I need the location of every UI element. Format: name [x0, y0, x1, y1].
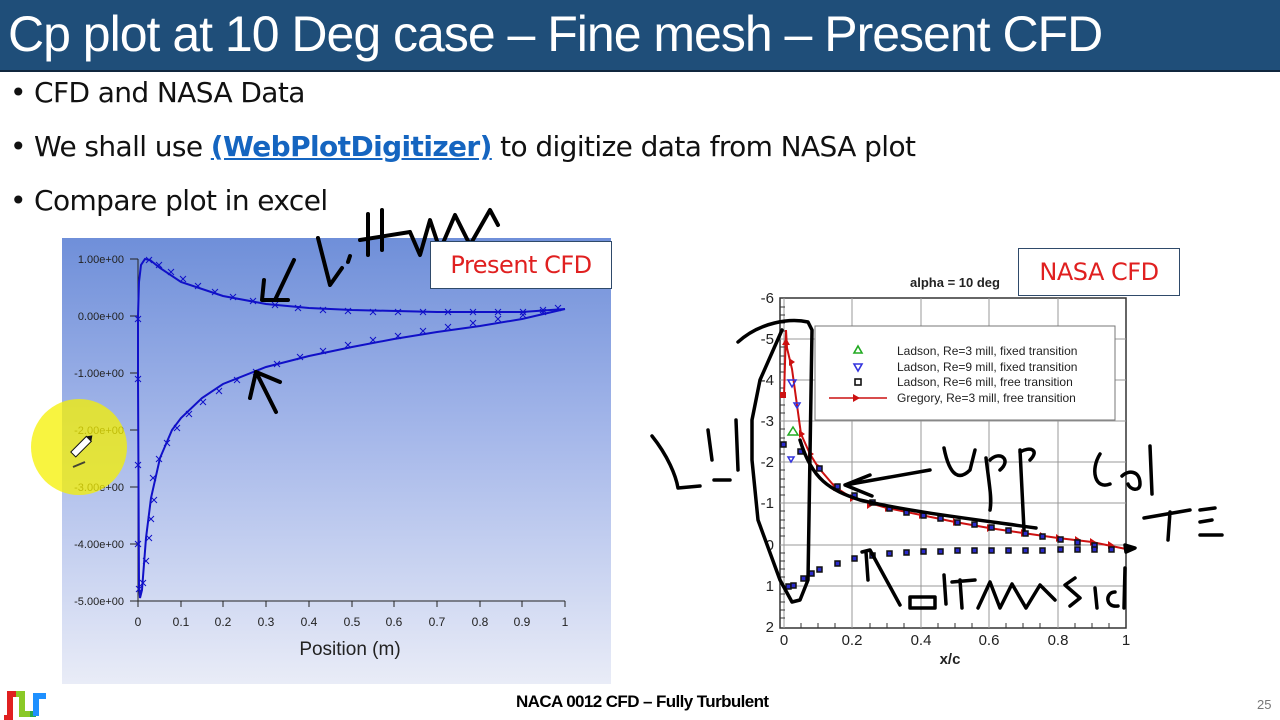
y-tick-label: 0.00e+00 — [78, 311, 124, 323]
hand-text-bottom — [316, 208, 500, 287]
y-tick-label: -5 — [761, 331, 774, 348]
x-tick-label: 0.4 — [301, 615, 318, 629]
y-tick-label: -4.00e+00 — [74, 539, 124, 551]
y-tick-label: 0 — [766, 537, 774, 554]
hand-text-LE — [650, 418, 740, 490]
bullet-text: We shall use — [34, 130, 211, 163]
legend-label: Gregory, Re=3 mill, free transition — [897, 391, 1076, 405]
x-tick-label: 1 — [562, 615, 569, 629]
hand-text-upper-cp — [942, 444, 1154, 532]
legend-triangle-up-icon — [852, 344, 864, 354]
legend-label: Ladson, Re=3 mill, fixed transition — [897, 344, 1077, 358]
bullet-item: • Compare plot in excel — [10, 184, 328, 217]
hand-arrow-left-icon — [843, 468, 932, 498]
left-x-axis-label: Position (m) — [299, 639, 400, 660]
bullet-item: • CFD and NASA Data — [10, 76, 305, 109]
pen-cursor-icon — [70, 435, 93, 458]
nasa-x-tick-labels: 0 0.2 0.4 0.6 0.8 1 — [780, 632, 1130, 649]
bullet-text: CFD and NASA Data — [34, 76, 305, 109]
nasa-chart-title: alpha = 10 deg — [910, 275, 1000, 290]
y-tick-label: -3 — [761, 413, 774, 430]
page-number: 25 — [1257, 697, 1272, 712]
x-tick-label: 0.5 — [344, 615, 361, 629]
bullet-text: to digitize data from NASA plot — [491, 130, 916, 163]
nasa-cfd-label: NASA CFD — [1018, 248, 1180, 296]
x-tick-label: 0.2 — [215, 615, 232, 629]
webplotdigitizer-link[interactable]: (WebPlotDigitizer) — [210, 130, 493, 163]
y-tick-label: -1 — [761, 495, 774, 512]
hand-text-TE — [1142, 506, 1224, 542]
x-tick-label: 0.8 — [472, 615, 489, 629]
slide-title-bar: Cp plot at 10 Deg case – Fine mesh – Pre… — [0, 0, 1280, 72]
institution-logo-icon — [4, 691, 46, 720]
y-tick-label: 1 — [766, 578, 774, 595]
slide-footer: NACA 0012 CFD – Fully Turbulent — [516, 692, 769, 711]
hand-line-upper — [798, 438, 1038, 530]
y-tick-label: 1.00e+00 — [78, 254, 124, 266]
y-tick-label: 2 — [766, 619, 774, 636]
x-tick-label: 0.1 — [173, 615, 190, 629]
present-cfd-label: Present CFD — [430, 241, 612, 289]
nasa-x-axis-label: x/c — [940, 651, 961, 668]
bullet-dot-icon: • — [10, 76, 27, 109]
hand-dot — [1123, 543, 1137, 554]
cfd-cp-curves — [137, 257, 566, 599]
ladson-triangle-markers — [786, 379, 802, 464]
x-tick-label: 0.8 — [1048, 632, 1069, 649]
legend-arrow-icon — [853, 394, 860, 402]
x-tick-label: 0 — [780, 632, 788, 649]
y-tick-label: -1.00e+00 — [74, 368, 124, 380]
y-tick-label: -5.00e+00 — [74, 596, 124, 608]
y-tick-label: -6 — [761, 290, 774, 307]
x-tick-label: 0.7 — [429, 615, 446, 629]
left-x-tick-labels: 0 0.1 0.2 0.3 0.4 0.5 0.6 0.7 0.8 0.9 1 — [135, 615, 569, 629]
slide-title: Cp plot at 10 Deg case – Fine mesh – Pre… — [8, 6, 1103, 62]
y-tick-label: -4 — [761, 372, 774, 389]
y-tick-label: -2 — [761, 454, 774, 471]
bullet-dot-icon: • — [10, 184, 27, 217]
handwritten-annotations-left — [248, 208, 500, 414]
bullet-item: • We shall use (WebPlotDigitizer) to digi… — [10, 130, 916, 163]
x-tick-label: 0.6 — [386, 615, 403, 629]
x-tick-label: 0.3 — [258, 615, 275, 629]
legend-triangle-down-icon — [852, 363, 864, 373]
legend-square-icon — [854, 378, 862, 386]
bullet-dot-icon: • — [10, 130, 27, 163]
hand-loop-leading-edge — [736, 318, 814, 604]
nasa-legend: Ladson, Re=3 mill, fixed transition Lads… — [814, 325, 1116, 421]
hand-text-bottom-side — [860, 548, 1127, 610]
left-y-axis — [130, 258, 139, 602]
x-tick-label: 1 — [1122, 632, 1130, 649]
legend-label: Ladson, Re=6 mill, free transition — [897, 375, 1073, 389]
x-tick-label: 0 — [135, 615, 142, 629]
legend-label: Ladson, Re=9 mill, fixed transition — [897, 360, 1077, 374]
x-tick-label: 0.4 — [911, 632, 932, 649]
left-x-axis — [137, 600, 566, 607]
hand-arrow-up-icon — [248, 370, 282, 414]
x-tick-label: 0.6 — [979, 632, 1000, 649]
x-tick-label: 0.2 — [842, 632, 863, 649]
x-tick-label: 0.9 — [514, 615, 531, 629]
handwritten-annotations-right — [650, 318, 1224, 610]
nasa-y-tick-labels: -6 -5 -4 -3 -2 -1 0 1 2 — [761, 290, 774, 636]
pen-scribble — [72, 461, 86, 468]
cfd-upper-surface-curve — [137, 308, 566, 599]
hand-arrow-down-icon — [260, 258, 296, 302]
bullet-text: Compare plot in excel — [34, 184, 328, 217]
cfd-cross-markers — [134, 256, 562, 593]
